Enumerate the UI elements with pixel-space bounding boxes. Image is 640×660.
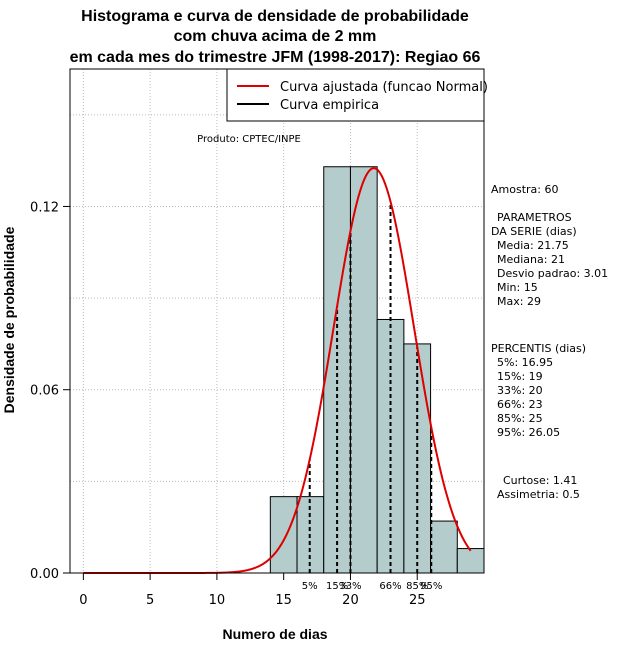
stats-panel: Amostra: 60 PARAMETROS DA SERIE (dias) M… bbox=[491, 183, 608, 501]
histogram-bar bbox=[456, 548, 485, 574]
percentile-label: 5% bbox=[302, 581, 318, 592]
stat-skewness: Assimetria: 0.5 bbox=[497, 488, 580, 501]
chart-title-line-1: Histograma e curva de densidade de proba… bbox=[81, 8, 469, 25]
chart-title-line-2: com chuva acima de 2 mm bbox=[174, 28, 377, 45]
stat-stddev: Desvio padrao: 3.01 bbox=[497, 267, 608, 280]
histogram-bar bbox=[269, 496, 298, 574]
axes: 0 5 10 15 20 25 0.00 0.06 0.12 bbox=[30, 200, 425, 608]
x-tick-label: 0 bbox=[79, 593, 87, 608]
y-tick-label: 0.00 bbox=[30, 567, 59, 582]
x-tick-label: 25 bbox=[409, 593, 426, 608]
y-axis-label: Densidade de probabilidade bbox=[1, 226, 17, 413]
percentile-label: 95% bbox=[420, 581, 442, 592]
percentile-label: 66% bbox=[379, 581, 401, 592]
stat-params-title-2: DA SERIE (dias) bbox=[491, 225, 577, 238]
stat-max: Max: 29 bbox=[497, 295, 541, 308]
stat-p85: 85%: 25 bbox=[497, 412, 543, 425]
x-tick-label: 20 bbox=[342, 593, 359, 608]
percentile-label: 33% bbox=[339, 581, 361, 592]
stat-sample-size: Amostra: 60 bbox=[491, 183, 558, 196]
x-tick-label: 5 bbox=[146, 593, 154, 608]
legend: Curva ajustada (funcao Normal) Curva emp… bbox=[226, 68, 488, 122]
stat-median: Mediana: 21 bbox=[497, 253, 565, 266]
percentile-label: 85% bbox=[406, 581, 428, 592]
stat-p5: 5%: 16.95 bbox=[497, 356, 553, 369]
product-annotation: Produto: CPTEC/INPE bbox=[197, 134, 301, 145]
histogram-bar bbox=[349, 166, 378, 574]
x-axis-label: Numero de dias bbox=[222, 626, 327, 642]
legend-label-empirical: Curva empirica bbox=[280, 98, 379, 113]
stat-p66: 66%: 23 bbox=[497, 398, 543, 411]
percentile-lines: 5% 15%33% 66% 85%95% bbox=[302, 201, 442, 592]
stat-params-title-1: PARAMETROS bbox=[497, 211, 572, 224]
stat-p33: 33%: 20 bbox=[497, 384, 543, 397]
stat-min: Min: 15 bbox=[497, 281, 538, 294]
histogram-bar bbox=[430, 520, 458, 574]
stat-kurtosis: Curtose: 1.41 bbox=[503, 474, 577, 487]
x-tick-label: 10 bbox=[209, 593, 226, 608]
stat-mean: Media: 21.75 bbox=[497, 239, 569, 252]
legend-box bbox=[226, 68, 485, 122]
percentile-label: 15% bbox=[326, 581, 348, 592]
stat-p95: 95%: 26.05 bbox=[497, 426, 560, 439]
chart-title-line-3: em cada mes do trimestre JFM (1998-2017)… bbox=[70, 49, 481, 66]
stat-percentiles-title: PERCENTIS (dias) bbox=[491, 342, 586, 355]
stat-p15: 15%: 19 bbox=[497, 370, 543, 383]
y-tick-label: 0.12 bbox=[30, 200, 59, 215]
legend-label-fitted: Curva ajustada (funcao Normal) bbox=[280, 80, 488, 95]
x-tick-label: 15 bbox=[275, 593, 292, 608]
y-tick-label: 0.06 bbox=[30, 384, 59, 399]
